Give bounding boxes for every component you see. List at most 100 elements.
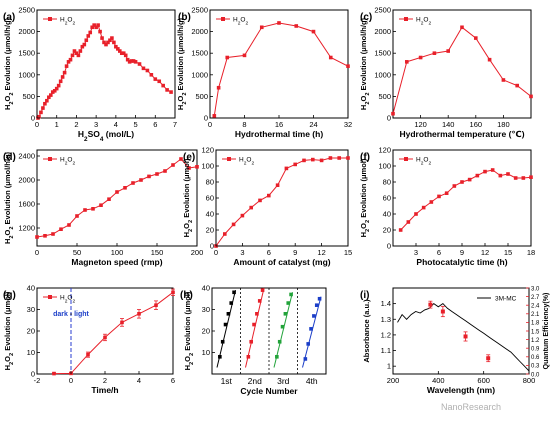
y-tick-label: 1.1 (381, 346, 391, 355)
legend-label: H2O2 (416, 157, 431, 167)
data-point (123, 53, 128, 58)
plot-frame (215, 149, 349, 247)
data-point (490, 168, 495, 172)
data-point (474, 36, 478, 40)
panel-label: (a) (3, 12, 15, 23)
x-axis-label: Amount of catalyst (mg) (233, 257, 330, 267)
y-tick-label: 30 (202, 305, 210, 314)
y2-tick-label: 3.0 (531, 286, 540, 292)
cycle-point (246, 355, 251, 359)
data-point (171, 163, 175, 167)
data-point (311, 29, 316, 34)
y-tick-label: 2500 (18, 6, 35, 15)
data-point (195, 165, 199, 169)
x-tick-label: 0 (35, 248, 39, 257)
data-point (155, 172, 159, 176)
y-axis-label: H2O2 Evolution (μmol/h/g) (3, 17, 15, 110)
panel-e: (e) 0 3 6 9 12 15 0 20 40 60 80 100 120 Amount of cata… (182, 146, 352, 268)
panel-f: (f) 3 6 9 12 15 18 0 20 40 60 80 100 120 Photocatalyti… (359, 146, 535, 268)
y2-tick-label: 1.8 (531, 321, 540, 327)
x-tick-label: 0 (214, 248, 218, 257)
y-tick-label: 1.2 (381, 330, 391, 339)
x-tick-label: 32 (344, 120, 352, 129)
data-point (460, 180, 464, 184)
data-point (137, 312, 141, 316)
data-point (240, 213, 245, 218)
panel-label: (i) (360, 290, 369, 301)
y-axis-label: H2O2 Evolution (μmol) (183, 291, 195, 370)
data-point (149, 73, 154, 77)
data-point (104, 42, 108, 47)
y2-tick-label: 2.1 (531, 312, 540, 318)
data-point (54, 86, 59, 91)
panel-g: (g)dark - light-2 0 2 4 6010203040Time/hH2O2… (3, 284, 175, 396)
data-point (102, 40, 106, 45)
data-point (41, 106, 45, 110)
data-point (446, 49, 450, 53)
panel-label: (h) (180, 290, 193, 301)
data-point (137, 62, 142, 66)
legend-label: H2O2 (239, 157, 254, 167)
data-point (52, 88, 57, 93)
y-tick-label: 40 (27, 284, 35, 293)
data-point (294, 24, 299, 28)
x-tick-label: 150 (151, 248, 164, 257)
data-point (112, 40, 116, 45)
series-line (36, 158, 198, 238)
y-tick-label: 0 (210, 242, 214, 251)
y2-tick-label: 0.6 (531, 355, 540, 361)
data-point (118, 49, 122, 53)
y-tick-label: 30 (27, 305, 35, 314)
data-point (51, 232, 55, 236)
cycle-label: 4th (306, 376, 318, 386)
panel-label: (g) (3, 290, 16, 301)
data-point (242, 53, 247, 58)
data-point (515, 83, 519, 88)
data-point (72, 49, 77, 53)
panel-label: (c) (360, 12, 372, 23)
cycle-label: 2nd (248, 376, 262, 386)
legend-marker (227, 157, 231, 161)
data-point (88, 30, 93, 35)
data-point (127, 60, 132, 64)
y-tick-label: 2000 (18, 27, 35, 36)
data-point (133, 60, 138, 64)
data-point (43, 101, 47, 106)
data-point (52, 371, 56, 376)
cycle-point (232, 290, 236, 295)
y-axis-label: H2O2 Evolution (μmol) (3, 291, 15, 370)
x-tick-label: 0 (208, 120, 212, 129)
x-tick-label: 4 (114, 120, 118, 129)
data-point (187, 166, 191, 170)
legend-marker (404, 157, 408, 161)
data-point (115, 190, 119, 194)
dark-light-annotation: dark - light (53, 311, 89, 318)
cycle-point (260, 288, 265, 292)
data-point (328, 55, 333, 60)
x-axis-label: Hydrothermal temperature (℃) (399, 129, 524, 139)
y-tick-label: 0 (387, 114, 391, 123)
data-point (498, 173, 503, 178)
x-tick-label: 16 (275, 120, 283, 129)
data-point (94, 25, 98, 30)
legend-label: H2O2 (233, 17, 248, 27)
data-point (92, 23, 96, 27)
data-point (68, 57, 73, 62)
cycle-point (286, 301, 291, 305)
y-tick-label: 1500 (374, 49, 391, 58)
qe-point (440, 309, 445, 314)
data-point (258, 198, 262, 203)
y-tick-label: 0 (31, 114, 35, 123)
data-point (86, 34, 91, 38)
x-tick-label: 12 (481, 248, 489, 257)
data-point (421, 205, 426, 210)
data-point (49, 93, 53, 97)
data-point (475, 173, 480, 178)
y2-tick-label: 0.9 (531, 347, 540, 353)
data-point (62, 70, 67, 75)
x-axis-label: Wavelength (nm) (427, 385, 495, 395)
data-point (74, 51, 79, 55)
y-tick-label: 0 (31, 370, 35, 379)
data-point (43, 234, 47, 238)
data-point (406, 220, 411, 224)
